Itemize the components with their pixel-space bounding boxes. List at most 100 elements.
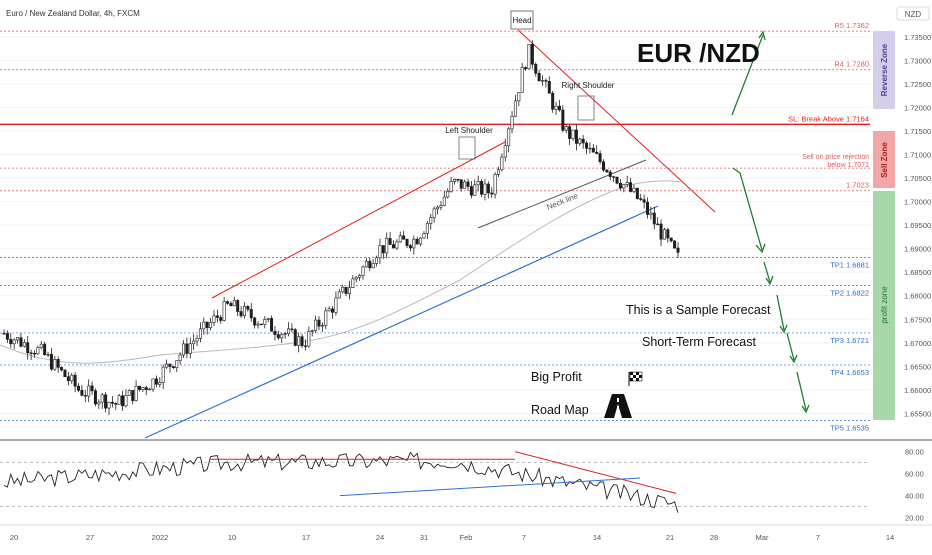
candle-body — [513, 100, 517, 117]
candle-body — [43, 343, 47, 355]
time-tick-label: 10 — [228, 533, 236, 542]
candle-body — [73, 374, 77, 387]
candle-body — [605, 169, 609, 173]
reverse-zone-label: Reverse Zone — [880, 43, 889, 96]
candle-body — [93, 390, 97, 405]
candle-body — [429, 217, 433, 224]
candle-body — [29, 352, 33, 354]
candle-body — [5, 333, 9, 340]
candle-body — [564, 126, 568, 131]
candle-body — [80, 390, 84, 396]
neckline — [477, 159, 647, 229]
price-tick-label: 1.71500 — [904, 127, 931, 136]
candle-body — [446, 191, 450, 198]
head-label: Head — [512, 16, 531, 25]
candle-body — [49, 354, 53, 370]
candle-body — [496, 169, 500, 175]
candle-body — [402, 235, 406, 240]
candle-body — [22, 342, 26, 347]
price-tick-label: 1.66500 — [904, 362, 931, 371]
candle-body — [358, 275, 362, 278]
candle-body — [673, 240, 677, 249]
pattern-markers: Head Left Shoulder Right Shoulder — [445, 10, 615, 160]
candle-body — [469, 186, 473, 196]
candle-body — [297, 336, 301, 346]
candle-body — [19, 337, 23, 347]
candle-body — [385, 238, 389, 254]
candle-body — [188, 343, 192, 354]
candle-body — [182, 343, 186, 356]
time-tick-label: 7 — [816, 533, 820, 542]
candle-body — [276, 334, 280, 339]
candle-body — [676, 247, 680, 253]
head-marker — [510, 10, 534, 30]
oscillator-line — [3, 451, 679, 513]
candle-body — [226, 301, 230, 304]
time-tick-label: 20 — [10, 533, 18, 542]
candle-body — [591, 147, 595, 153]
candle-body — [77, 385, 81, 391]
candle-body — [669, 237, 673, 242]
oscillator-axis[interactable]: 20.00 40.00 60.00 80.00 — [905, 448, 924, 523]
candle-body — [303, 345, 307, 347]
candle-body — [161, 366, 165, 383]
candle-body — [131, 390, 135, 401]
level-label: 1.7023 — [846, 181, 869, 190]
time-tick-label: 7 — [522, 533, 526, 542]
candle-body — [618, 182, 622, 189]
sell-zone-label: Sell Zone — [880, 142, 889, 178]
level-label: TP2 1.6822 — [830, 288, 869, 297]
candle-body — [202, 321, 206, 330]
candle-body — [551, 92, 555, 110]
reverse-zone-panel — [873, 31, 895, 109]
candle-body — [137, 385, 141, 390]
forecast-up-arrow — [731, 34, 764, 116]
price-tick-label: 1.69000 — [904, 245, 931, 254]
candle-body — [405, 239, 409, 246]
candle-body — [571, 129, 575, 139]
price-tick-label: 1.70500 — [904, 174, 931, 183]
candle-body — [9, 339, 13, 345]
candle-body — [510, 115, 514, 130]
candle-body — [66, 376, 70, 382]
candle-body — [656, 223, 660, 226]
grid — [0, 36, 870, 414]
candle-body — [46, 354, 50, 356]
candle-body — [520, 67, 524, 93]
time-tick-label: 14 — [886, 533, 894, 542]
candle-body — [344, 286, 348, 294]
price-axis[interactable]: 1.65500 1.66000 1.66500 1.67000 1.67500 1.680… — [904, 33, 931, 419]
candle-body — [70, 374, 74, 382]
candle-body — [652, 212, 656, 225]
candle-body — [527, 43, 531, 70]
candle-body — [395, 241, 399, 249]
candle-body — [361, 266, 365, 276]
candle-body — [391, 244, 395, 249]
candle-body — [503, 145, 507, 158]
candle-body — [432, 208, 436, 218]
profit-zone-panel — [873, 191, 895, 420]
time-axis[interactable]: 20 27 2022 10 17 24 31 Feb 7 14 21 28 Mar 7 14 — [10, 533, 894, 542]
pair-title: EUR /NZD — [637, 38, 760, 68]
candle-body — [547, 81, 551, 94]
candle-body — [56, 359, 60, 368]
candle-body — [622, 184, 626, 189]
candle-body — [168, 363, 172, 367]
candle-body — [273, 331, 277, 335]
candle-body — [642, 199, 646, 203]
candle-body — [459, 179, 463, 189]
candle-body — [368, 260, 372, 269]
candle-body — [629, 182, 633, 192]
candle-body — [256, 323, 260, 326]
price-tick-label: 1.66000 — [904, 386, 931, 395]
candle-body — [466, 181, 470, 187]
candle-body — [283, 333, 287, 335]
candle-body — [259, 323, 263, 326]
candle-body — [347, 287, 351, 294]
candle-body — [452, 178, 456, 182]
left-shoulder-marker — [458, 136, 476, 160]
time-tick-label: Mar — [756, 533, 769, 542]
candle-body — [337, 291, 341, 299]
